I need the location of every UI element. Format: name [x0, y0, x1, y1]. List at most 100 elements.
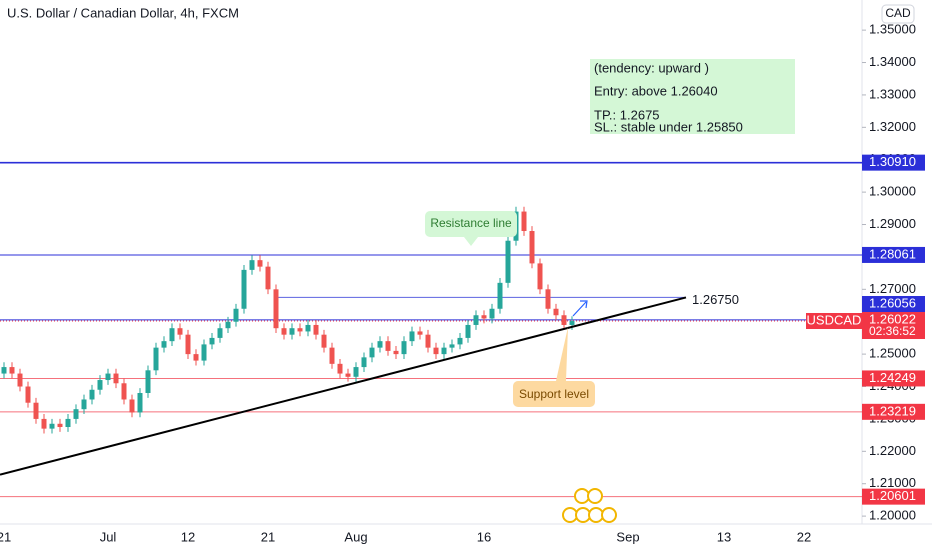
x-tick-label: 21 — [0, 529, 11, 544]
y-tick-label: 1.33000 — [869, 86, 916, 101]
price-label-box — [862, 488, 925, 505]
candle-body — [441, 347, 447, 355]
note-box — [590, 59, 795, 134]
note-line: Entry: above 1.26040 — [594, 83, 718, 98]
y-tick-label: 1.27000 — [869, 281, 916, 296]
candle-body — [65, 418, 71, 428]
candle-body — [537, 263, 543, 290]
y-tick-label: 1.30000 — [869, 184, 916, 199]
candle-body — [529, 231, 535, 264]
current-price-label: 1.26022 — [869, 311, 916, 326]
candle-body — [433, 347, 439, 355]
candle-body — [473, 315, 479, 325]
price-label-box — [862, 370, 925, 387]
candle-body — [241, 269, 247, 309]
price-label: 1.20601 — [869, 488, 916, 503]
support-callout — [513, 327, 595, 407]
candle-body — [209, 337, 215, 345]
candle-body — [217, 328, 223, 338]
candle-body — [153, 347, 159, 371]
candle-body — [465, 324, 471, 338]
support-callout-text: Support level — [519, 387, 589, 401]
price-label-box — [862, 403, 925, 420]
candle-body — [409, 331, 415, 342]
currency-label[interactable]: CAD — [885, 6, 911, 20]
candle-body — [233, 308, 239, 322]
candle-body — [345, 373, 351, 377]
price-label: 1.26056 — [869, 295, 916, 310]
price-label-box — [862, 154, 925, 171]
candle-body — [457, 337, 463, 345]
candle-body — [569, 321, 575, 325]
trend-line — [0, 296, 687, 476]
candle-body — [561, 315, 567, 325]
candle-body — [353, 367, 359, 377]
candle-body — [169, 328, 175, 342]
candle-body — [449, 344, 455, 348]
candle-body — [313, 324, 319, 335]
candle-body — [393, 350, 399, 355]
candle-body — [97, 380, 103, 390]
resistance-callout — [425, 211, 517, 246]
candle-body — [201, 344, 207, 361]
candle-body — [129, 399, 135, 413]
candle-body — [185, 334, 191, 355]
candle-body — [369, 347, 375, 358]
candle-body — [9, 367, 15, 374]
candle-body — [257, 260, 263, 267]
countdown: 02:36:52 — [869, 324, 916, 338]
candle-body — [249, 260, 255, 270]
candle-body — [321, 334, 327, 348]
x-tick-label: Sep — [616, 529, 639, 544]
current-name-box — [806, 313, 862, 330]
current-name: USDCAD — [807, 312, 862, 327]
note-line: TP.: 1.2675 — [594, 107, 660, 122]
note-line: SL.: stable under 1.25850 — [594, 119, 743, 134]
candle-body — [145, 370, 151, 393]
y-tick-label: 1.29000 — [869, 216, 916, 231]
candle-body — [297, 328, 303, 332]
x-tick-label: Aug — [344, 529, 367, 544]
candle-body — [49, 423, 55, 429]
candle-body — [73, 409, 79, 419]
y-tick-label: 1.25000 — [869, 346, 916, 361]
candle-body — [105, 373, 111, 381]
candle-body — [113, 373, 119, 384]
x-tick-label: 12 — [181, 529, 195, 544]
candle-body — [545, 289, 551, 309]
candle-body — [121, 383, 127, 400]
y-tick-label: 1.21000 — [869, 475, 916, 490]
candle-body — [1, 367, 7, 374]
candle-body — [521, 211, 527, 232]
y-tick-label: 1.35000 — [869, 22, 916, 37]
candle-body — [329, 347, 335, 364]
candle-body — [81, 399, 87, 410]
candle-body — [289, 328, 295, 335]
direction-arrow — [572, 300, 588, 317]
candle-body — [89, 389, 95, 400]
candle-body — [401, 341, 407, 355]
price-label-box — [862, 296, 925, 313]
candle-body — [505, 240, 511, 283]
candle-body — [497, 282, 503, 309]
price-label: 1.28061 — [869, 246, 916, 261]
candle-body — [305, 324, 311, 332]
resistance-callout-text: Resistance line — [430, 216, 512, 230]
x-tick-label: 16 — [477, 529, 491, 544]
candle-body — [137, 392, 143, 413]
candle-body — [273, 289, 279, 329]
candle-body — [161, 341, 167, 348]
currency-box[interactable] — [881, 4, 915, 24]
note-line: (tendency: upward ) — [594, 60, 709, 75]
candle-body — [417, 331, 423, 335]
plot — [0, 161, 862, 498]
chart-title: U.S. Dollar / Canadian Dollar, 4h, FXCM — [7, 5, 239, 20]
candle-body — [33, 402, 39, 419]
candle-body — [225, 321, 231, 329]
y-tick-label: 1.34000 — [869, 54, 916, 69]
resistance-segment-label: 1.26750 — [692, 292, 739, 307]
y-tick-label: 1.22000 — [869, 443, 916, 458]
candle-body — [17, 373, 23, 387]
y-tick-label: 1.32000 — [869, 119, 916, 134]
